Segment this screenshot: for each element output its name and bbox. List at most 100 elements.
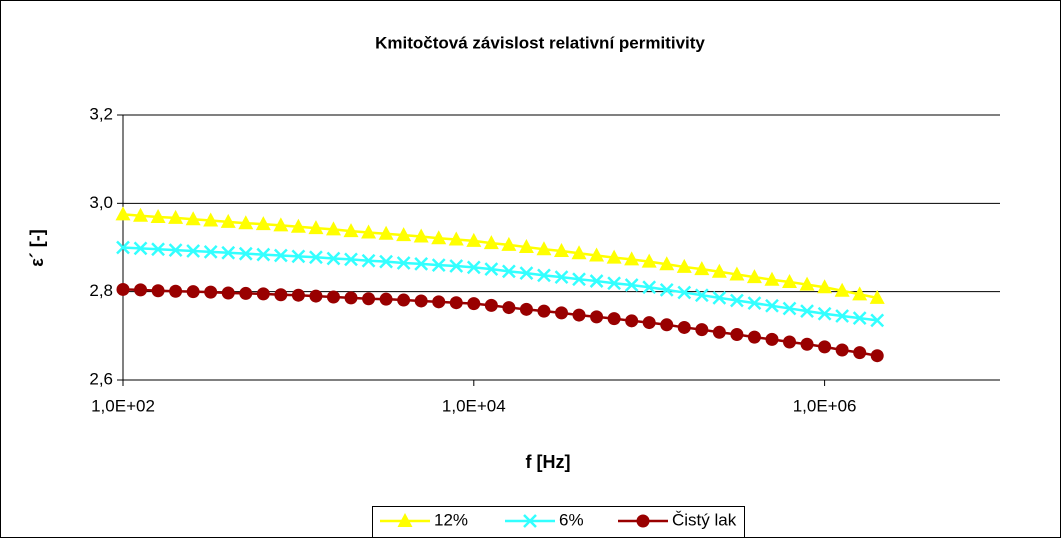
marker [695,323,709,337]
marker [555,306,569,320]
marker [747,330,761,344]
marker [518,239,534,254]
marker [466,260,481,275]
marker [590,310,604,324]
marker [711,263,727,278]
marker [344,252,358,267]
legend-label: Čistý lak [672,510,737,529]
legend-marker [636,514,650,528]
marker [221,286,235,300]
marker [502,301,516,315]
marker [519,266,534,281]
marker [852,286,868,301]
y-tick-label: 3,2 [89,104,113,123]
marker [537,268,551,283]
marker [151,284,165,298]
y-tick-label: 2,8 [89,281,113,300]
marker [642,316,656,330]
marker [414,294,428,308]
marker [483,235,499,250]
marker [783,335,797,349]
marker [870,313,885,328]
marker [800,304,814,318]
marker [325,221,341,236]
marker [817,279,833,294]
marker [116,240,130,255]
marker [659,256,675,271]
legend-box [372,506,745,538]
marker [116,282,130,296]
marker [765,298,779,313]
series [115,206,885,304]
marker [676,258,692,273]
marker [467,297,481,311]
marker [694,261,710,276]
marker [273,217,289,232]
marker [869,289,885,304]
marker [448,231,464,246]
marker [536,241,552,256]
marker [765,332,779,346]
marker [572,308,586,322]
marker [835,343,849,357]
marker [660,318,674,332]
marker [431,230,447,245]
marker [397,293,411,307]
marker [624,251,640,266]
marker [186,244,201,258]
marker [134,283,148,297]
marker [221,245,236,260]
legend-marker [397,513,413,527]
marker [449,296,463,310]
marker [659,283,674,297]
marker [466,232,482,247]
marker [343,223,359,238]
marker [396,256,411,270]
marker [624,278,639,292]
marker [256,247,271,262]
marker [239,286,253,300]
marker [413,228,429,243]
marker [309,289,323,303]
marker [572,272,586,287]
marker [238,246,253,261]
marker [712,325,726,339]
marker [203,245,218,259]
marker [115,206,131,221]
marker [379,254,393,269]
marker [607,312,621,326]
marker [396,227,412,242]
x-axis-label: f [Hz] [526,452,571,472]
marker [344,291,358,305]
marker [764,271,780,286]
marker [712,290,727,305]
marker [169,284,183,298]
marker [835,309,850,323]
marker [782,273,798,288]
marker [782,301,797,316]
marker [255,216,271,231]
marker [414,256,429,271]
marker [361,224,377,239]
marker [204,285,218,299]
marker [677,285,692,300]
marker [238,215,254,230]
marker [501,236,517,251]
marker [185,211,201,226]
marker [484,298,498,312]
legend-label: 6% [559,510,584,529]
marker [677,320,691,334]
y-axis-label: ε´ [-] [27,229,47,267]
marker [870,349,884,363]
marker [589,274,604,288]
marker [834,282,850,297]
marker [853,346,867,360]
y-tick-label: 2,6 [89,369,113,388]
marker [274,288,288,302]
marker [642,280,657,295]
marker [203,212,219,227]
marker [362,292,376,306]
marker [449,259,464,273]
marker [361,253,376,268]
